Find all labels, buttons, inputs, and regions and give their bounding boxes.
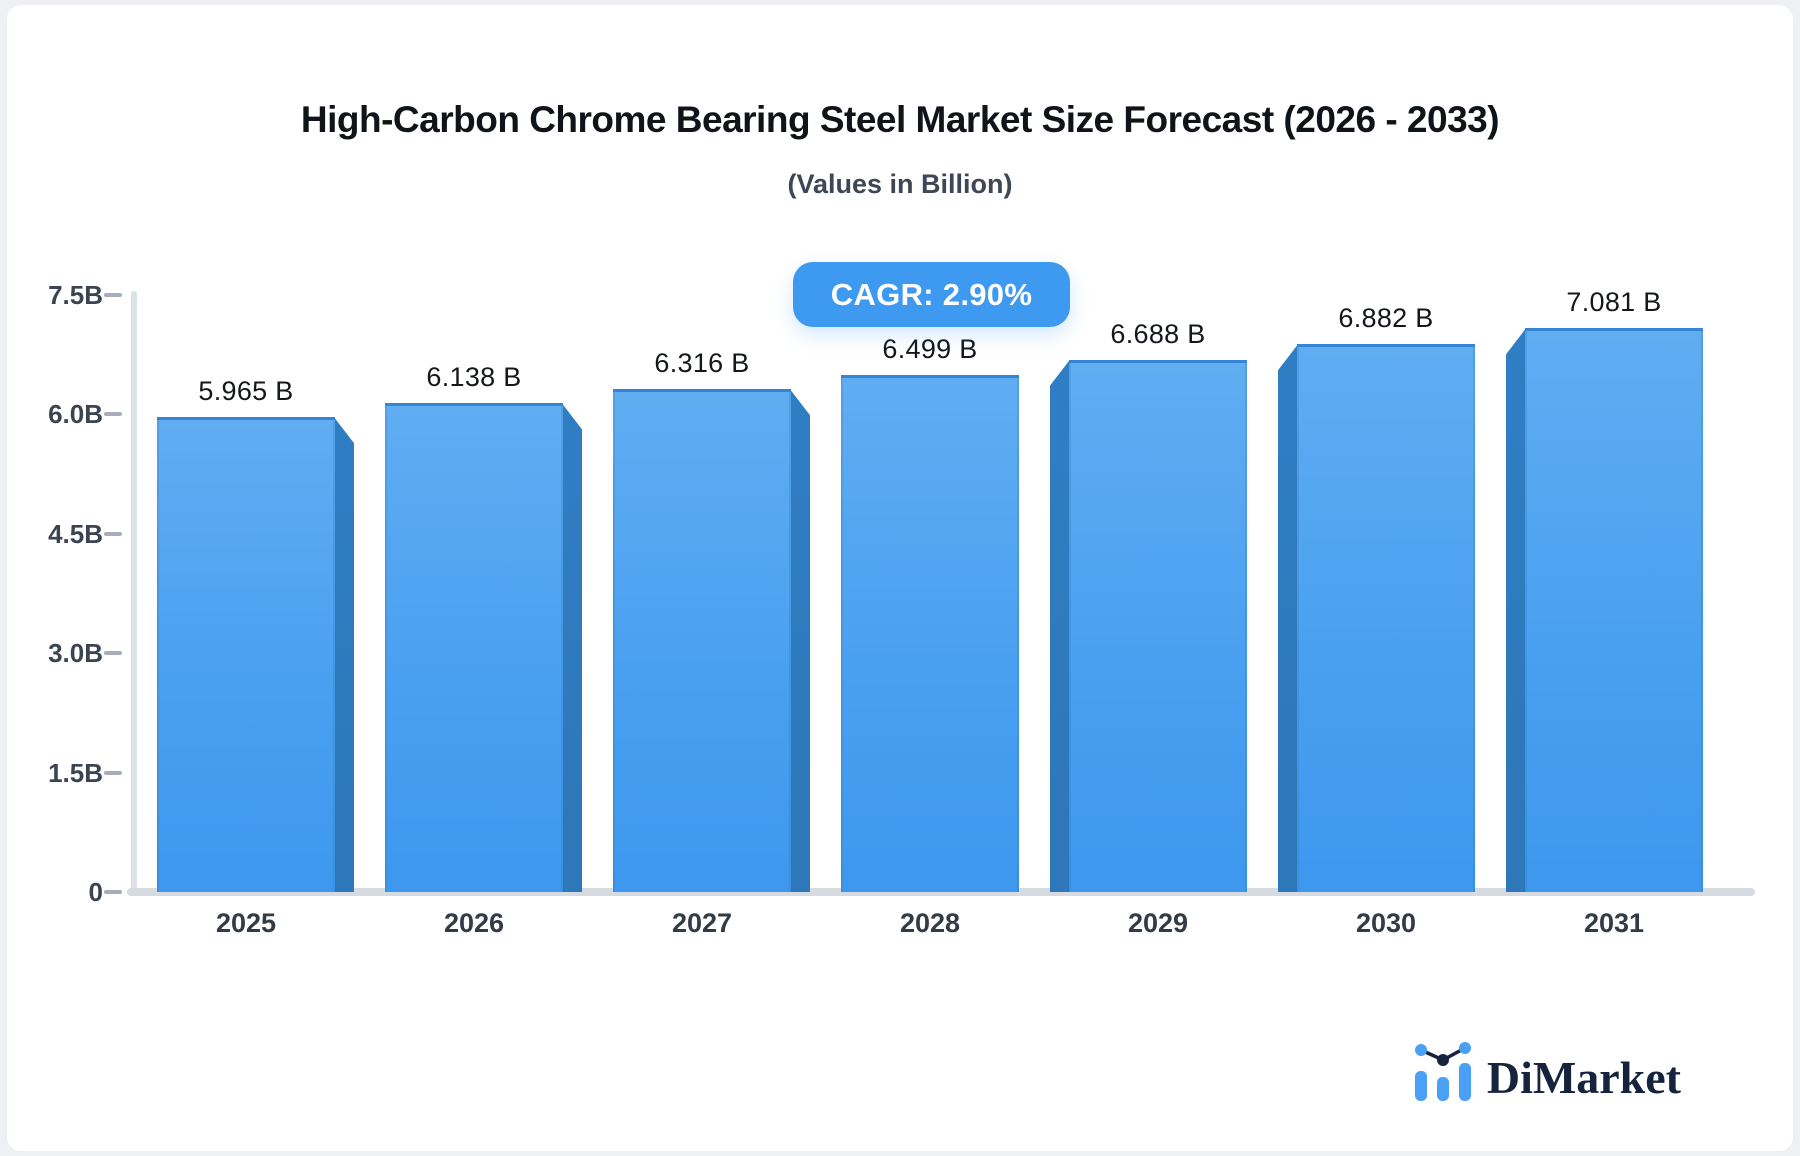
y-tick-dash (104, 531, 122, 536)
bar-2027[interactable] (613, 389, 791, 892)
bar-value-label: 6.499 B (882, 333, 978, 364)
y-tick-label: 4.5B (48, 518, 103, 549)
x-tick-label: 2030 (1355, 908, 1417, 938)
bar-3d-side (1278, 344, 1298, 892)
x-tick-label: 2025 (215, 908, 277, 938)
y-tick-dash (104, 890, 122, 894)
bar-2025[interactable] (157, 417, 335, 892)
y-tick-label: 0 (88, 877, 103, 907)
x-axis-line (127, 888, 1755, 896)
y-tick-dash (104, 651, 122, 656)
y-tick-dash (104, 412, 122, 417)
x-tick-label: 2031 (1583, 908, 1645, 938)
plot-area: 7.5B 6.0B 4.5B 3.0B 1.5B 0 5.965 B 2025 6.138 B 2… (7, 5, 1793, 1151)
x-tick-label: 2027 (671, 908, 733, 938)
bar-2029[interactable] (1069, 359, 1247, 892)
bar-3d-side (562, 403, 582, 892)
bar-3d-side (1506, 328, 1526, 892)
y-tick-label: 7.5B (48, 280, 103, 310)
bar-2026[interactable] (385, 403, 563, 892)
chart-subtitle: (Values in Billion) (787, 169, 1013, 199)
cagr-badge: CAGR: 2.90% (793, 262, 1070, 327)
bar-3d-side (790, 389, 810, 892)
x-tick-label: 2026 (443, 908, 505, 938)
brand-logo[interactable]: DiMarket (1411, 1041, 1681, 1103)
bar-3d-side (1050, 359, 1070, 892)
y-tick-label: 6.0B (48, 399, 103, 430)
bar-value-label: 6.316 B (654, 348, 750, 379)
bar-value-label: 5.965 B (198, 376, 294, 407)
bar-value-label: 6.688 B (1110, 318, 1206, 349)
bar-2031[interactable] (1525, 328, 1703, 892)
y-axis-line (131, 291, 137, 892)
y-tick-label: 3.0B (48, 638, 103, 669)
bar-3d-side (334, 417, 354, 892)
chart-card: High-Carbon Chrome Bearing Steel Market … (7, 5, 1793, 1151)
brand-name: DiMarket (1486, 1052, 1681, 1103)
y-tick-label: 1.5B (48, 757, 103, 788)
x-tick-label: 2028 (899, 908, 961, 938)
logo-chart-icon (1414, 1042, 1471, 1101)
x-tick-label: 2029 (1127, 908, 1189, 938)
bar-2030[interactable] (1297, 344, 1475, 892)
bar-value-label: 7.081 B (1566, 287, 1662, 318)
chart-title: High-Carbon Chrome Bearing Steel Market … (300, 99, 1500, 140)
bar-value-label: 6.882 B (1338, 303, 1434, 334)
bar-value-label: 6.138 B (426, 362, 522, 393)
y-tick-dash (104, 293, 122, 297)
bar-2028[interactable] (841, 374, 1019, 892)
y-tick-dash (104, 770, 122, 775)
